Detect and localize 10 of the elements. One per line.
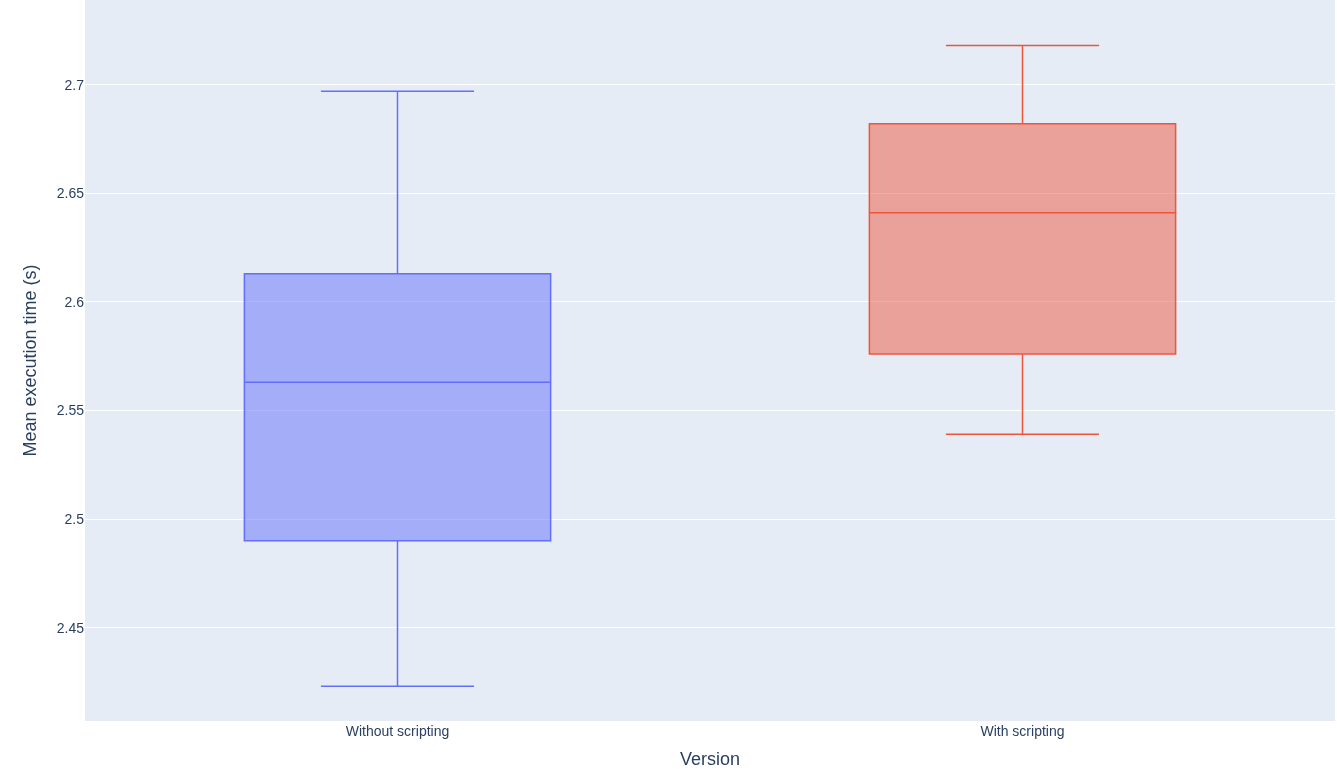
y-axis-title: Mean execution time (s) <box>19 264 40 457</box>
x-tick-label: Without scripting <box>345 723 450 739</box>
x-tick-label: With scripting <box>980 723 1065 739</box>
y-tick-label: 2.55 <box>56 402 85 419</box>
y-tick-label: 2.7 <box>64 76 85 93</box>
y-tick-label: 2.5 <box>64 510 85 527</box>
y-tick-label: 2.45 <box>56 619 85 636</box>
y-tick-label: 2.6 <box>64 293 85 310</box>
x-axis-title: Version <box>679 749 741 769</box>
y-tick-label: 2.65 <box>56 185 85 202</box>
